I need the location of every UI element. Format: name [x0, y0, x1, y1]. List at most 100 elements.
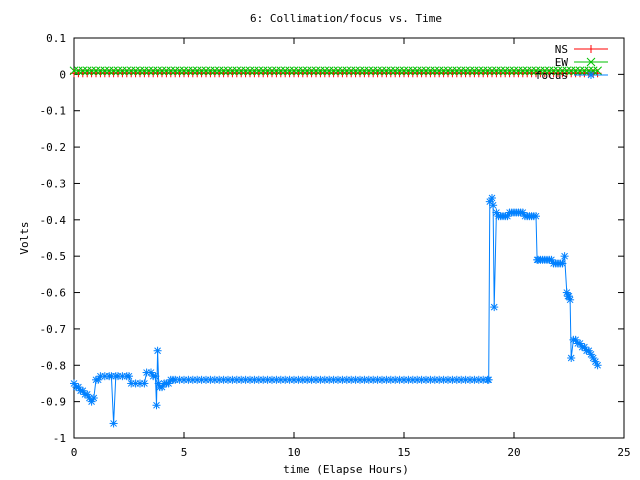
data-point-ew — [531, 66, 541, 76]
data-point-focus — [125, 372, 133, 381]
legend-marker — [587, 45, 595, 53]
x-tick-label: 0 — [71, 446, 78, 459]
data-point-ew — [527, 66, 536, 76]
data-point-ew — [553, 66, 563, 76]
data-point-ew — [324, 66, 334, 76]
data-point-ew — [87, 66, 96, 76]
data-point-focus — [89, 394, 98, 402]
data-point-ew — [113, 66, 123, 76]
data-point-ew — [478, 66, 488, 76]
data-point-ew — [500, 66, 510, 76]
data-point-ew — [223, 66, 233, 76]
data-point-ew — [289, 66, 299, 76]
data-point-ew — [566, 66, 576, 76]
legend-entry-focus: focus — [535, 69, 608, 82]
data-point-focus — [422, 375, 430, 384]
data-point-ew — [153, 66, 162, 76]
data-point-ew — [518, 66, 528, 76]
data-point-ew — [355, 66, 365, 76]
data-point-focus — [490, 303, 499, 312]
data-point-ew — [197, 66, 206, 76]
data-point-ew — [351, 66, 360, 76]
data-point-ew — [126, 66, 136, 76]
data-point-ew — [571, 66, 580, 76]
data-point-ew — [250, 66, 259, 76]
data-point-focus — [109, 419, 118, 428]
data-point-ew — [536, 66, 545, 76]
data-point-ew — [307, 66, 316, 76]
data-point-ew — [320, 66, 330, 76]
data-point-ew — [285, 66, 294, 76]
data-point-ew — [100, 66, 110, 76]
legend-label: EW — [555, 56, 569, 69]
data-point-ew — [368, 66, 378, 76]
data-point-ew — [443, 66, 453, 76]
y-tick-label: -0.4 — [40, 214, 67, 227]
y-tick-label: -0.6 — [40, 287, 67, 300]
legend-entry-ns: NS — [555, 43, 608, 56]
data-point-ew — [228, 66, 237, 76]
data-point-ew — [390, 66, 400, 76]
data-point-ew — [91, 66, 101, 76]
data-point-ew — [505, 66, 514, 76]
data-point-ew — [382, 66, 391, 76]
data-point-ew — [162, 66, 171, 76]
data-point-ew — [496, 66, 506, 76]
data-point-ew — [549, 66, 558, 76]
data-point-ew — [404, 66, 413, 76]
data-point-ew — [263, 66, 272, 76]
data-point-ew — [219, 66, 228, 76]
data-point-ew — [316, 66, 325, 76]
data-point-ew — [188, 66, 198, 76]
data-point-focus — [489, 201, 498, 210]
data-point-ew — [192, 66, 202, 76]
chart-title: 6: Collimation/focus vs. Time — [250, 12, 442, 25]
data-point-ew — [360, 66, 369, 76]
data-point-ew — [540, 66, 550, 76]
data-point-ew — [448, 66, 457, 76]
series-ew — [69, 66, 602, 76]
data-point-ew — [580, 66, 589, 76]
data-point-ew — [461, 66, 470, 76]
data-point-ew — [452, 66, 462, 76]
data-point-ew — [395, 66, 404, 76]
y-axis-label: Volts — [18, 221, 31, 254]
data-point-ew — [399, 66, 409, 76]
data-point-ew — [421, 66, 431, 76]
data-point-ew — [96, 66, 105, 76]
data-point-focus — [153, 346, 162, 355]
data-point-ew — [272, 66, 281, 76]
data-point-ew — [346, 66, 356, 76]
legend-label: NS — [555, 43, 568, 56]
data-point-focus — [152, 401, 161, 410]
data-point-ew — [109, 66, 118, 76]
data-point-ew — [522, 66, 532, 76]
data-point-ew — [470, 66, 479, 76]
data-point-ew — [267, 66, 277, 76]
data-point-ew — [298, 66, 308, 76]
y-tick-label: -0.2 — [40, 141, 67, 154]
data-point-ew — [456, 66, 466, 76]
data-point-ew — [166, 66, 176, 76]
series-layer — [69, 66, 602, 428]
data-point-ew — [373, 66, 382, 76]
data-point-focus — [151, 372, 160, 381]
data-point-ew — [179, 66, 189, 76]
data-point-ew — [175, 66, 184, 76]
y-tick-label: 0.1 — [46, 32, 66, 45]
data-point-ew — [426, 66, 435, 76]
legend-marker — [586, 57, 596, 67]
data-point-ew — [254, 66, 264, 76]
data-point-ew — [214, 66, 224, 76]
data-point-ew — [311, 66, 321, 76]
data-point-ew — [140, 66, 149, 76]
data-point-ew — [434, 66, 444, 76]
y-tick-label: 0 — [59, 68, 66, 81]
data-point-ew — [430, 66, 440, 76]
data-point-ew — [170, 66, 180, 76]
data-point-ew — [408, 66, 418, 76]
data-point-ew — [342, 66, 352, 76]
data-point-ew — [236, 66, 246, 76]
